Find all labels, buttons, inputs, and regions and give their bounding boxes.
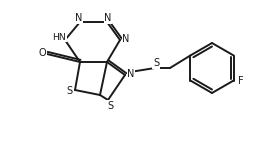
Text: S: S [66,86,72,96]
Text: N: N [75,13,83,23]
Text: S: S [153,58,159,68]
Text: N: N [122,34,130,44]
Text: N: N [127,69,135,79]
Text: N: N [104,13,112,23]
Text: S: S [107,101,113,111]
Text: O: O [38,48,46,58]
Text: HN: HN [52,32,66,41]
Text: F: F [238,76,244,86]
